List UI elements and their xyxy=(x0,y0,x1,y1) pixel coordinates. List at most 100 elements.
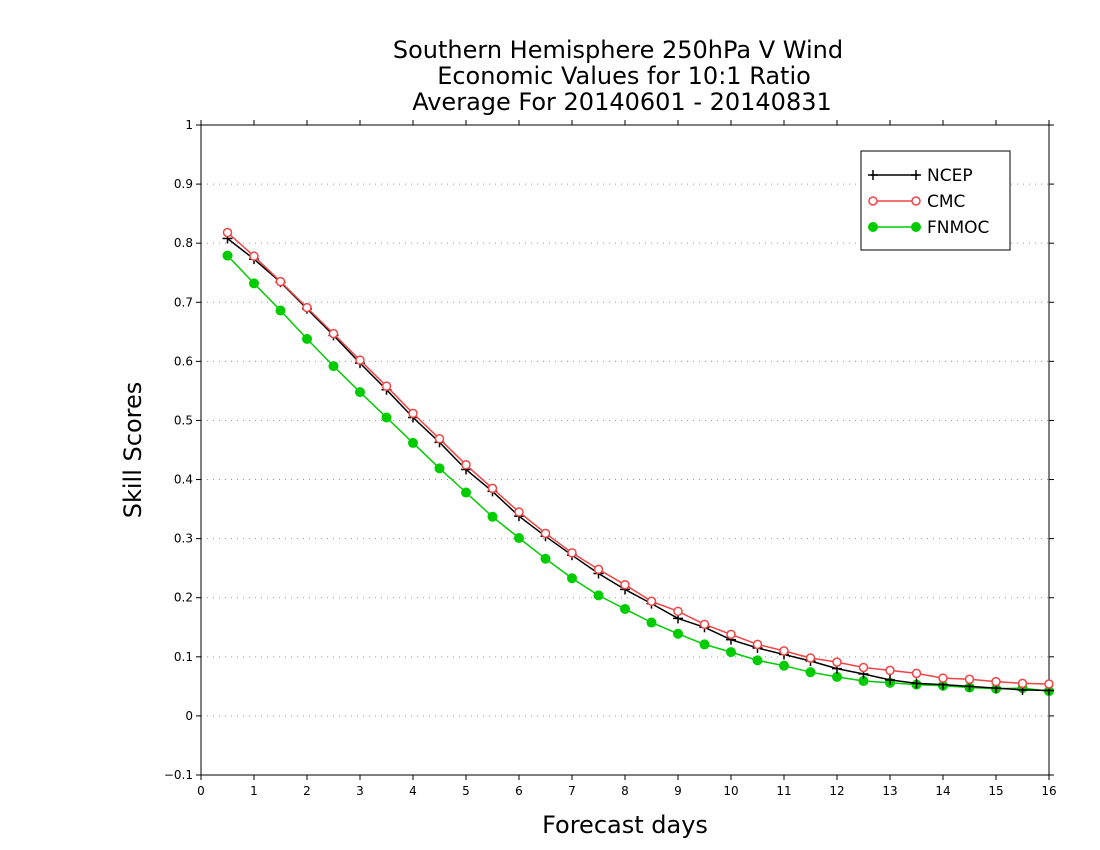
series-ncep xyxy=(222,233,1054,696)
y-tick-label: 0.1 xyxy=(174,650,193,664)
data-point-fnmoc xyxy=(567,573,577,584)
series-layer xyxy=(222,227,1054,697)
data-point-fnmoc xyxy=(328,361,339,372)
y-tick-label: 0.5 xyxy=(174,413,193,427)
data-point-cmc xyxy=(408,408,418,419)
legend-marker-cmc xyxy=(868,196,878,206)
data-point-cmc xyxy=(699,619,710,630)
legend: NCEP CMC FNMOC xyxy=(860,150,1011,251)
data-point-cmc xyxy=(726,629,736,640)
data-point-cmc xyxy=(355,355,365,365)
data-point-cmc xyxy=(620,579,630,590)
x-tick-label: 13 xyxy=(882,784,897,798)
legend-item-cmc: CMC xyxy=(868,192,965,212)
x-tick-label: 2 xyxy=(303,784,311,798)
legend-marker-ncep xyxy=(911,170,921,180)
data-point-fnmoc xyxy=(461,487,471,498)
x-tick-label: 1 xyxy=(250,784,258,798)
data-point-fnmoc xyxy=(222,250,233,261)
data-point-ncep xyxy=(885,674,895,685)
data-point-cmc xyxy=(249,251,259,261)
data-point-cmc xyxy=(593,564,604,575)
data-point-fnmoc xyxy=(646,617,657,628)
data-point-ncep xyxy=(911,678,922,689)
data-point-cmc xyxy=(1017,678,1028,689)
data-point-cmc xyxy=(567,548,577,558)
axes: −0.100.10.20.30.40.50.60.70.80.910 1 2 3 4 5 6… xyxy=(164,118,1057,798)
data-point-fnmoc xyxy=(381,412,392,423)
legend-label-ncep: NCEP xyxy=(927,166,973,186)
data-point-cmc xyxy=(381,381,392,391)
data-point-fnmoc xyxy=(249,278,259,289)
legend-label-fnmoc: FNMOC xyxy=(927,218,989,238)
x-tick-label: 16 xyxy=(1041,784,1056,798)
x-tick-label: 0 xyxy=(197,784,205,798)
data-point-fnmoc xyxy=(355,387,365,398)
data-point-cmc xyxy=(779,646,789,656)
series-fnmoc xyxy=(222,250,1054,697)
data-point-cmc xyxy=(885,665,895,676)
y-tick-label: 0 xyxy=(185,709,193,723)
chart-title-line-2: Economic Values for 10:1 Ratio xyxy=(437,62,811,90)
legend-marker-ncep xyxy=(868,170,878,180)
series-cmc xyxy=(222,227,1054,689)
data-point-cmc xyxy=(805,653,816,663)
y-tick-label: 0.4 xyxy=(174,473,193,487)
data-point-fnmoc xyxy=(540,553,551,564)
data-point-cmc xyxy=(964,674,975,685)
data-point-fnmoc xyxy=(275,305,286,316)
x-tick-label: 14 xyxy=(935,784,950,798)
x-tick-label: 11 xyxy=(776,784,791,798)
x-tick-label: 7 xyxy=(568,784,576,798)
y-tick-label: −0.1 xyxy=(164,768,193,782)
legend-marker-cmc xyxy=(911,196,921,206)
data-point-cmc xyxy=(938,673,948,683)
data-point-cmc xyxy=(991,676,1001,687)
data-point-fnmoc xyxy=(673,628,683,639)
data-point-fnmoc xyxy=(699,639,710,650)
legend-marker-fnmoc xyxy=(911,222,921,232)
y-tick-label: 0.9 xyxy=(174,177,193,191)
data-point-fnmoc xyxy=(487,511,498,522)
grid xyxy=(201,183,1049,717)
legend-label-cmc: CMC xyxy=(927,192,965,212)
data-point-fnmoc xyxy=(752,655,763,666)
y-tick-label: 0.7 xyxy=(174,295,193,309)
x-tick-label: 10 xyxy=(723,784,738,798)
chart-title-line-1: Southern Hemisphere 250hPa V Wind xyxy=(393,36,843,64)
data-point-fnmoc xyxy=(726,647,736,658)
x-tick-label: 6 xyxy=(515,784,523,798)
series-line-fnmoc xyxy=(226,255,1050,692)
data-point-cmc xyxy=(461,460,471,470)
data-point-fnmoc xyxy=(805,667,816,678)
y-tick-label: 0.8 xyxy=(174,236,193,250)
data-point-cmc xyxy=(434,434,445,444)
data-point-cmc xyxy=(646,596,657,607)
y-tick-label: 0.3 xyxy=(174,532,193,546)
data-point-cmc xyxy=(911,668,922,679)
data-point-cmc xyxy=(222,227,233,238)
y-tick-label: 0.2 xyxy=(174,591,193,605)
data-point-fnmoc xyxy=(832,671,842,682)
data-point-fnmoc xyxy=(620,603,630,614)
y-tick-label: 0.6 xyxy=(174,354,193,368)
x-tick-label: 8 xyxy=(621,784,629,798)
data-point-fnmoc xyxy=(302,333,312,344)
data-point-fnmoc xyxy=(434,463,445,474)
data-point-cmc xyxy=(832,657,842,667)
x-tick-label: 12 xyxy=(829,784,844,798)
data-point-fnmoc xyxy=(593,590,604,601)
data-point-cmc xyxy=(540,528,551,539)
data-point-cmc xyxy=(673,606,683,617)
y-axis-title: Skill Scores xyxy=(119,382,147,519)
data-point-cmc xyxy=(514,507,524,517)
data-point-cmc xyxy=(275,276,286,287)
x-tick-label: 3 xyxy=(356,784,364,798)
data-point-cmc xyxy=(752,639,763,650)
data-point-cmc xyxy=(302,302,312,313)
x-tick-label: 9 xyxy=(674,784,682,798)
data-point-fnmoc xyxy=(408,437,418,448)
data-point-cmc xyxy=(487,483,498,494)
data-point-cmc xyxy=(328,328,339,339)
